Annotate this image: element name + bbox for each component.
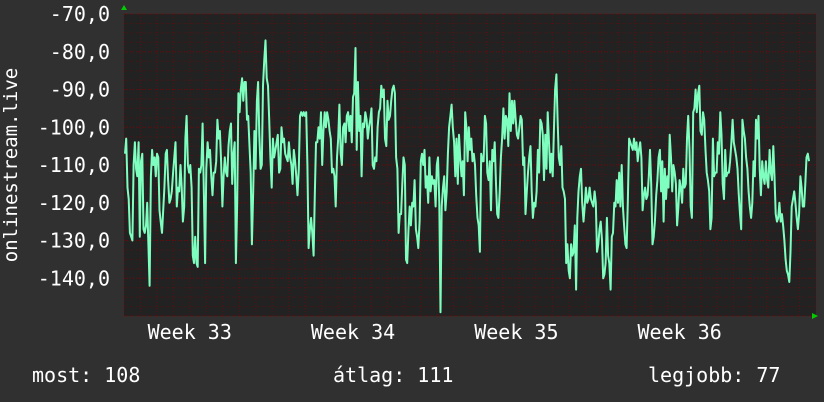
y-tick-label: -110,0 [38, 153, 110, 177]
y-tick-label: -90,0 [50, 78, 110, 102]
average-value: átlag: 111 [333, 363, 454, 387]
y-tick-label: -130,0 [38, 229, 110, 253]
current-value: most: 108 [32, 363, 141, 387]
x-tick-label: Week 35 [474, 320, 558, 344]
y-tick-label: -120,0 [38, 191, 110, 215]
y-tick-label: -80,0 [50, 40, 110, 64]
best-value: legjobb: 77 [648, 363, 781, 387]
y-axis-arrow [121, 5, 127, 10]
y-tick-label: -140,0 [38, 266, 110, 290]
x-tick-label: Week 33 [148, 320, 232, 344]
y-tick-label: -70,0 [50, 2, 110, 26]
x-tick-label: Week 34 [311, 320, 395, 344]
y-axis-label: onlinestream.live [0, 68, 22, 262]
x-tick-label: Week 36 [638, 320, 722, 344]
y-tick-label: -100,0 [38, 115, 110, 139]
series-line [124, 39, 810, 314]
x-axis-arrow [812, 313, 818, 319]
